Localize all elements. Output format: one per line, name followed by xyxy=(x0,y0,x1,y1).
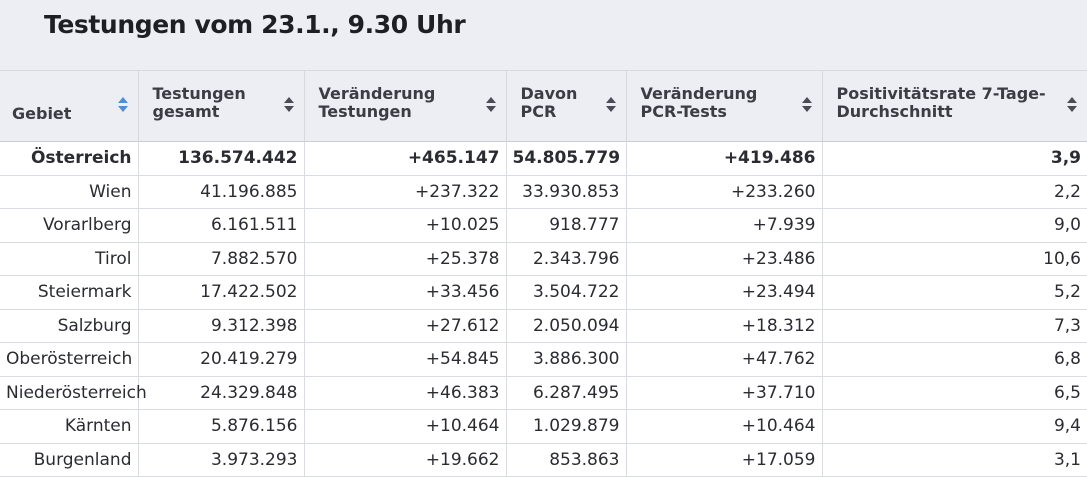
column-header-label: Positivitätsrate 7-Tage-Durchschnitt xyxy=(836,84,1046,121)
column-header-label: Davon PCR xyxy=(520,84,578,121)
sort-icon[interactable] xyxy=(801,97,812,115)
column-header-gebiet[interactable]: Gebiet xyxy=(0,70,139,142)
cell-positivitaetsrate: 3,9 xyxy=(822,141,1087,176)
cell-testungen-gesamt: 41.196.885 xyxy=(138,175,305,209)
cell-davon-pcr: 2.050.094 xyxy=(506,309,627,343)
column-header-label: Testungen gesamt xyxy=(152,84,246,121)
column-header-veraenderung-testungen[interactable]: Veränderung Testungen xyxy=(304,70,507,142)
column-header-label: Veränderung PCR-Tests xyxy=(640,84,758,121)
table-row: Tirol 7.882.570 +25.378 2.343.796 +23.48… xyxy=(0,242,1087,276)
header-row: Gebiet Testungen gesamt Veränderung Test… xyxy=(0,70,1087,142)
cell-gebiet: Österreich xyxy=(0,141,139,176)
sort-icon[interactable] xyxy=(485,97,496,115)
table-row: Kärnten 5.876.156 +10.464 1.029.879 +10.… xyxy=(0,409,1087,444)
cell-veraenderung-pcr-tests: +419.486 xyxy=(626,141,823,176)
cell-veraenderung-testungen: +465.147 xyxy=(304,141,507,176)
cell-veraenderung-pcr-tests: +23.494 xyxy=(626,275,823,310)
cell-positivitaetsrate: 2,2 xyxy=(822,175,1087,209)
cell-veraenderung-testungen: +25.378 xyxy=(304,242,507,276)
table-row: Wien 41.196.885 +237.322 33.930.853 +233… xyxy=(0,175,1087,209)
cell-davon-pcr: 3.504.722 xyxy=(506,275,627,310)
table-row: Österreich 136.574.442 +465.147 54.805.7… xyxy=(0,141,1087,176)
cell-testungen-gesamt: 20.419.279 xyxy=(138,342,305,377)
cell-positivitaetsrate: 9,4 xyxy=(822,409,1087,444)
cell-testungen-gesamt: 9.312.398 xyxy=(138,309,305,343)
cell-veraenderung-testungen: +10.025 xyxy=(304,208,507,243)
cell-veraenderung-pcr-tests: +18.312 xyxy=(626,309,823,343)
cell-veraenderung-pcr-tests: +17.059 xyxy=(626,443,823,477)
cell-veraenderung-testungen: +10.464 xyxy=(304,409,507,444)
cell-testungen-gesamt: 3.973.293 xyxy=(138,443,305,477)
cell-davon-pcr: 54.805.779 xyxy=(506,141,627,176)
cell-positivitaetsrate: 7,3 xyxy=(822,309,1087,343)
cell-veraenderung-pcr-tests: +7.939 xyxy=(626,208,823,243)
table-row: Steiermark 17.422.502 +33.456 3.504.722 … xyxy=(0,275,1087,310)
table-row: Oberösterreich 20.419.279 +54.845 3.886.… xyxy=(0,342,1087,377)
column-header-testungen-gesamt[interactable]: Testungen gesamt xyxy=(138,70,305,142)
cell-gebiet: Oberösterreich xyxy=(0,342,139,377)
cell-testungen-gesamt: 5.876.156 xyxy=(138,409,305,444)
cell-positivitaetsrate: 5,2 xyxy=(822,275,1087,310)
cell-gebiet: Burgenland xyxy=(0,443,139,477)
sort-icon[interactable] xyxy=(605,97,616,115)
cell-davon-pcr: 853.863 xyxy=(506,443,627,477)
cell-testungen-gesamt: 17.422.502 xyxy=(138,275,305,310)
cell-veraenderung-pcr-tests: +10.464 xyxy=(626,409,823,444)
cell-gebiet: Tirol xyxy=(0,242,139,276)
cell-gebiet: Kärnten xyxy=(0,409,139,444)
cell-positivitaetsrate: 3,1 xyxy=(822,443,1087,477)
cell-veraenderung-pcr-tests: +23.486 xyxy=(626,242,823,276)
sort-icon[interactable] xyxy=(1067,97,1077,115)
cell-veraenderung-pcr-tests: +47.762 xyxy=(626,342,823,377)
column-header-label: Veränderung Testungen xyxy=(318,84,436,121)
table-row: Salzburg 9.312.398 +27.612 2.050.094 +18… xyxy=(0,309,1087,343)
page-title: Testungen vom 23.1., 9.30 Uhr xyxy=(44,10,466,39)
cell-testungen-gesamt: 6.161.511 xyxy=(138,208,305,243)
cell-veraenderung-pcr-tests: +37.710 xyxy=(626,376,823,410)
title-bar: Testungen vom 23.1., 9.30 Uhr xyxy=(0,0,1087,70)
cell-davon-pcr: 1.029.879 xyxy=(506,409,627,444)
table-row: Vorarlberg 6.161.511 +10.025 918.777 +7.… xyxy=(0,208,1087,243)
cell-davon-pcr: 6.287.495 xyxy=(506,376,627,410)
sort-icon[interactable] xyxy=(117,97,128,115)
cell-davon-pcr: 2.343.796 xyxy=(506,242,627,276)
table-body: Österreich 136.574.442 +465.147 54.805.7… xyxy=(0,141,1087,477)
table-row: Burgenland 3.973.293 +19.662 853.863 +17… xyxy=(0,443,1087,477)
cell-gebiet: Salzburg xyxy=(0,309,139,343)
cell-veraenderung-pcr-tests: +233.260 xyxy=(626,175,823,209)
cell-testungen-gesamt: 136.574.442 xyxy=(138,141,305,176)
cell-veraenderung-testungen: +19.662 xyxy=(304,443,507,477)
cell-gebiet: Steiermark xyxy=(0,275,139,310)
table-row: Niederösterreich 24.329.848 +46.383 6.28… xyxy=(0,376,1087,410)
testungen-table: Gebiet Testungen gesamt Veränderung Test… xyxy=(0,70,1087,477)
cell-positivitaetsrate: 6,5 xyxy=(822,376,1087,410)
cell-positivitaetsrate: 9,0 xyxy=(822,208,1087,243)
cell-gebiet: Vorarlberg xyxy=(0,208,139,243)
cell-testungen-gesamt: 7.882.570 xyxy=(138,242,305,276)
cell-veraenderung-testungen: +27.612 xyxy=(304,309,507,343)
column-header-davon-pcr[interactable]: Davon PCR xyxy=(506,70,627,142)
cell-gebiet: Wien xyxy=(0,175,139,209)
cell-veraenderung-testungen: +237.322 xyxy=(304,175,507,209)
cell-veraenderung-testungen: +54.845 xyxy=(304,342,507,377)
cell-veraenderung-testungen: +33.456 xyxy=(304,275,507,310)
sort-icon[interactable] xyxy=(283,97,294,115)
cell-davon-pcr: 33.930.853 xyxy=(506,175,627,209)
cell-positivitaetsrate: 10,6 xyxy=(822,242,1087,276)
cell-veraenderung-testungen: +46.383 xyxy=(304,376,507,410)
cell-positivitaetsrate: 6,8 xyxy=(822,342,1087,377)
column-header-positivitaetsrate[interactable]: Positivitätsrate 7-Tage-Durchschnitt xyxy=(822,70,1087,142)
cell-davon-pcr: 3.886.300 xyxy=(506,342,627,377)
cell-gebiet: Niederösterreich xyxy=(0,376,147,410)
column-header-label: Gebiet xyxy=(12,104,72,123)
cell-testungen-gesamt: 24.329.848 xyxy=(138,376,305,410)
column-header-veraenderung-pcr-tests[interactable]: Veränderung PCR-Tests xyxy=(626,70,823,142)
cell-davon-pcr: 918.777 xyxy=(506,208,627,243)
